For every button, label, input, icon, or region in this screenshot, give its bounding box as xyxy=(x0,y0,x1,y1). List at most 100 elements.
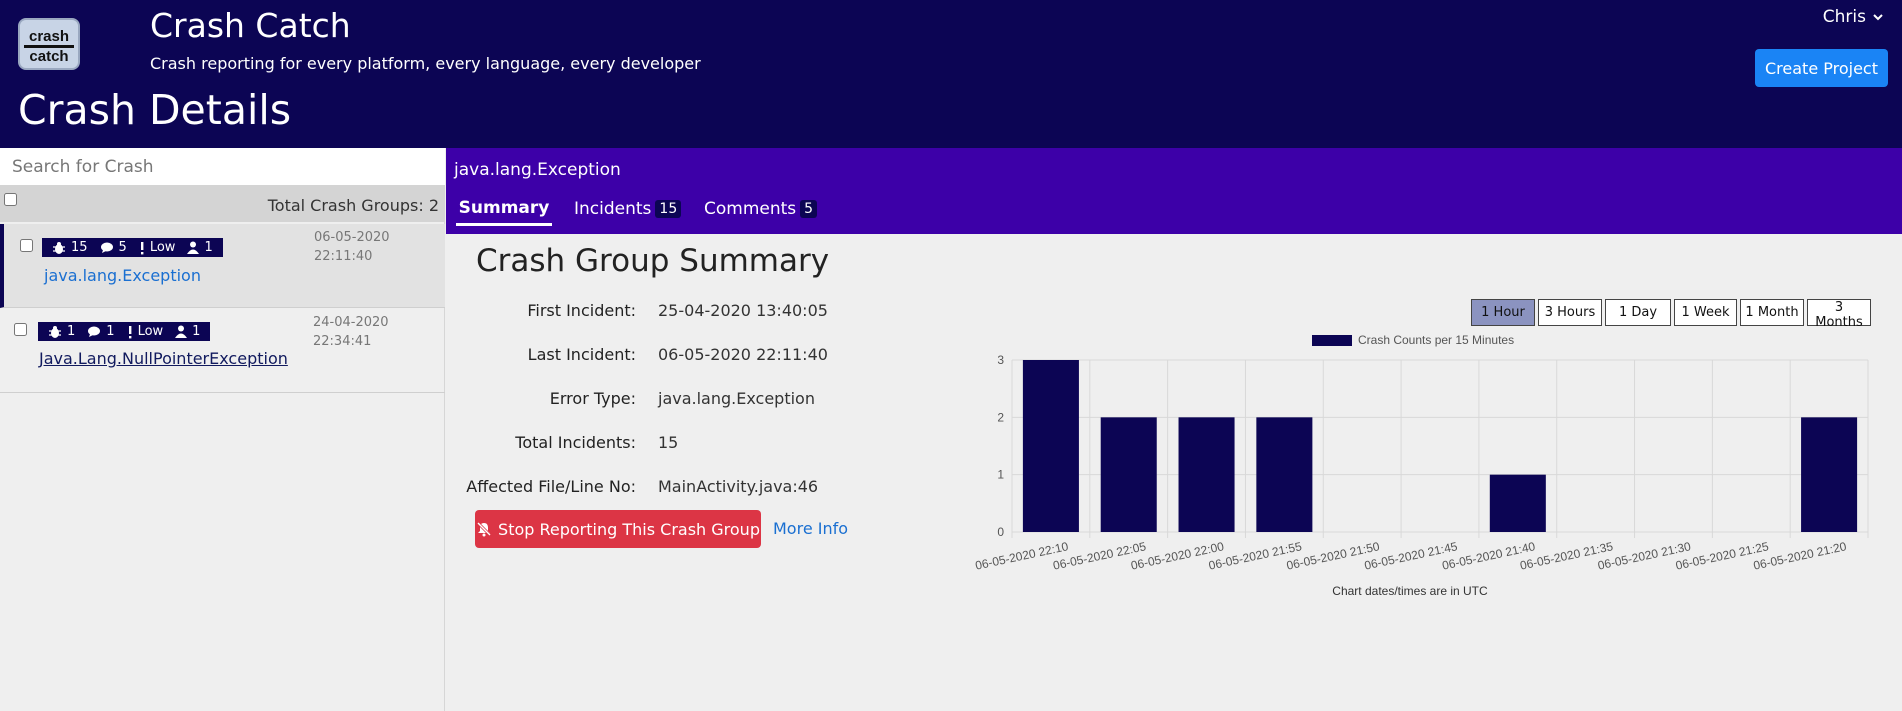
chart-bar xyxy=(1489,474,1546,532)
chart-bar xyxy=(1178,417,1235,532)
users-badge: 1 xyxy=(187,240,213,255)
app-header: crash catch Crash Catch Crash reporting … xyxy=(0,0,1902,148)
crash-item-checkbox[interactable] xyxy=(14,323,27,336)
detail-value: 25-04-2020 13:40:05 xyxy=(658,301,828,320)
incidents-tab-count: 15 xyxy=(655,200,682,218)
detail-row: First Incident: 25-04-2020 13:40:05 xyxy=(446,301,1146,323)
y-tick-label: 1 xyxy=(997,468,1004,482)
detail-label: Affected File/Line No: xyxy=(466,477,636,496)
crash-date: 06-05-2020 22:11:40 xyxy=(314,230,390,264)
crash-group-link[interactable]: Java.Lang.NullPointerException xyxy=(39,349,288,368)
y-tick-label: 0 xyxy=(997,525,1004,539)
crash-group-link[interactable]: java.lang.Exception xyxy=(44,266,201,285)
logo-text-bottom: catch xyxy=(29,48,69,65)
users-count: 1 xyxy=(192,324,201,339)
comment-icon xyxy=(88,326,101,337)
comments-tab-count: 5 xyxy=(800,200,818,218)
chart-bar xyxy=(1100,417,1157,532)
comments-badge: 1 xyxy=(87,324,115,339)
exception-name: java.lang.Exception xyxy=(454,160,621,180)
detail-row: Affected File/Line No: MainActivity.java:… xyxy=(446,477,1146,499)
bell-slash-icon xyxy=(476,521,492,537)
search-crash-input[interactable] xyxy=(0,148,445,185)
detail-row: Last Incident: 06-05-2020 22:11:40 xyxy=(446,345,1146,367)
y-tick-label: 2 xyxy=(997,410,1004,424)
incidents-count: 1 xyxy=(67,324,76,339)
logo-bar xyxy=(24,45,74,48)
user-name: Chris xyxy=(1822,7,1866,27)
app-subtitle: Crash reporting for every platform, ever… xyxy=(150,54,701,73)
user-icon xyxy=(175,325,188,338)
detail-label: First Incident: xyxy=(527,301,636,320)
severity-value: Low xyxy=(149,240,176,255)
crash-list-item[interactable]: 15 5 Low 1 06-05-2020 22:11:40 java.lang… xyxy=(0,224,445,308)
totals-bar: Total Crash Groups: 2 xyxy=(0,185,445,222)
user-icon xyxy=(187,241,200,254)
range-1-day-button[interactable]: 1 Day xyxy=(1605,299,1671,326)
detail-label: Total Incidents: xyxy=(515,433,636,452)
chart-bar xyxy=(1256,417,1313,532)
exclamation-icon xyxy=(140,241,144,254)
chart-legend: Crash Counts per 15 Minutes xyxy=(1312,333,1514,347)
comments-count: 5 xyxy=(118,240,127,255)
crash-catch-logo[interactable]: crash catch xyxy=(18,18,80,70)
comments-badge: 5 xyxy=(100,240,127,255)
detail-label: Last Incident: xyxy=(527,345,636,364)
legend-label: Crash Counts per 15 Minutes xyxy=(1358,333,1514,347)
logo-text-top: crash xyxy=(28,28,70,45)
x-axis-label: Chart dates/times are in UTC xyxy=(1332,584,1488,598)
detail-row: Error Type: java.lang.Exception xyxy=(446,389,1146,411)
detail-value: 15 xyxy=(658,433,679,452)
range-1-hour-button[interactable]: 1 Hour xyxy=(1471,299,1535,326)
chart-bar xyxy=(1801,417,1858,532)
range-3-months-button[interactable]: 3 Months xyxy=(1807,299,1871,330)
detail-label: Error Type: xyxy=(549,389,636,408)
range-3-hours-button[interactable]: 3 Hours xyxy=(1538,299,1602,326)
crash-list-item[interactable]: 1 1 Low 1 24-04-2020 22:34:41 Java.Lang.… xyxy=(0,309,445,393)
crash-date: 24-04-2020 22:34:41 xyxy=(313,315,389,349)
comment-icon xyxy=(100,242,113,253)
severity-badge: Low xyxy=(127,324,164,339)
range-1-week-button[interactable]: 1 Week xyxy=(1674,299,1737,326)
range-1-month-button[interactable]: 1 Month xyxy=(1740,299,1804,326)
bug-icon xyxy=(49,325,61,338)
page-title: Crash Details xyxy=(18,86,292,134)
select-all-checkbox[interactable] xyxy=(4,193,17,206)
legend-swatch xyxy=(1312,335,1352,346)
incidents-badge: 1 xyxy=(48,324,75,339)
app-title: Crash Catch xyxy=(150,6,351,45)
detail-value: 06-05-2020 22:11:40 xyxy=(658,345,828,364)
stop-reporting-button[interactable]: Stop Reporting This Crash Group xyxy=(475,510,761,548)
exclamation-icon xyxy=(128,325,131,338)
crash-sidebar: Total Crash Groups: 2 15 5 Low 1 06-05-2 xyxy=(0,148,445,711)
detail-value: java.lang.Exception xyxy=(658,389,815,408)
stop-reporting-label: Stop Reporting This Crash Group xyxy=(498,519,760,539)
create-project-button[interactable]: Create Project xyxy=(1755,49,1888,87)
crash-tabs-bar: java.lang.Exception Summary Incidents 15… xyxy=(446,148,1902,234)
y-tick-label: 3 xyxy=(997,353,1004,367)
time-range-selector: 1 Hour 3 Hours 1 Day 1 Week 1 Month 3 Mo… xyxy=(1471,299,1871,330)
comments-count: 1 xyxy=(106,324,115,339)
crash-badges: 15 5 Low 1 xyxy=(42,238,223,257)
users-count: 1 xyxy=(204,240,213,255)
crash-badges: 1 1 Low 1 xyxy=(38,322,211,341)
detail-row: Total Incidents: 15 xyxy=(446,433,1146,455)
chevron-down-icon xyxy=(1873,14,1883,21)
crash-item-checkbox[interactable] xyxy=(20,239,33,252)
user-menu[interactable]: Chris xyxy=(1823,7,1884,27)
severity-badge: Low xyxy=(139,240,176,255)
detail-value: MainActivity.java:46 xyxy=(658,477,819,496)
severity-value: Low xyxy=(137,324,164,339)
bug-icon xyxy=(53,241,65,254)
incidents-count: 15 xyxy=(71,240,88,255)
incidents-badge: 15 xyxy=(52,240,88,255)
section-title: Crash Group Summary xyxy=(476,243,830,279)
tab-comments[interactable]: Comments 5 xyxy=(704,192,818,226)
tab-incidents[interactable]: Incidents 15 xyxy=(574,192,682,226)
users-badge: 1 xyxy=(175,324,200,339)
chart-bar xyxy=(1022,360,1079,532)
tab-summary[interactable]: Summary xyxy=(456,192,552,226)
crash-count-chart: Crash Counts per 15 Minutes012306-05-202… xyxy=(974,333,1869,598)
total-crash-groups: Total Crash Groups: 2 xyxy=(267,196,439,215)
more-info-link[interactable]: More Info xyxy=(773,519,849,538)
